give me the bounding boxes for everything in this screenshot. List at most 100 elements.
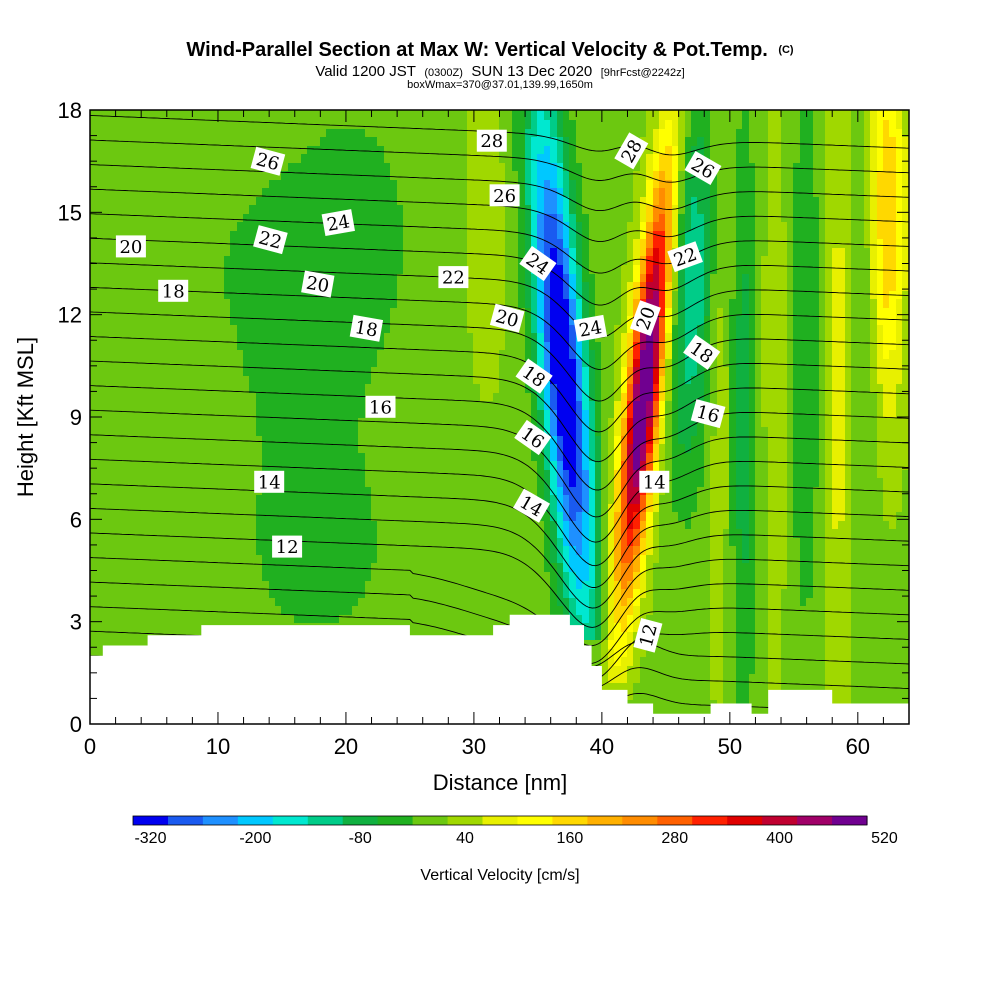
w-cell (230, 493, 239, 504)
w-cell (141, 519, 149, 529)
w-cell (422, 178, 431, 188)
w-cell (409, 178, 418, 188)
w-cell (173, 246, 181, 256)
w-cell (390, 237, 399, 248)
w-cell (90, 195, 98, 205)
w-cell (90, 110, 98, 120)
w-cell (358, 144, 367, 154)
w-cell (499, 544, 507, 555)
w-cell (473, 553, 482, 563)
w-cell (397, 203, 405, 214)
w-cell (377, 604, 386, 615)
w-cell (339, 144, 347, 154)
w-cell (525, 451, 533, 461)
w-cell (480, 365, 488, 376)
w-cell (141, 144, 149, 154)
w-cell (141, 604, 149, 615)
w-cell (128, 306, 136, 316)
w-cell (294, 553, 303, 563)
w-cell (480, 382, 488, 393)
w-cell (198, 468, 207, 478)
w-cell (121, 152, 130, 163)
w-cell (505, 272, 514, 282)
w-cell (141, 493, 149, 504)
w-cell (461, 468, 469, 478)
w-cell (435, 570, 443, 581)
w-cell (198, 357, 207, 367)
w-cell (294, 399, 303, 410)
w-cell (448, 374, 456, 384)
w-cell (512, 331, 520, 342)
w-cell (473, 493, 482, 504)
w-cell (185, 246, 194, 256)
w-cell (505, 178, 514, 188)
w-cell (230, 212, 239, 222)
w-cell (493, 357, 501, 367)
w-cell (166, 263, 175, 274)
w-cell (109, 365, 117, 376)
w-cell (358, 613, 367, 623)
w-cell (365, 289, 373, 299)
w-cell (435, 382, 443, 393)
w-cell (173, 451, 181, 461)
w-cell (409, 212, 418, 222)
w-cell (409, 254, 418, 265)
w-cell (435, 306, 443, 316)
w-cell (493, 476, 501, 487)
w-cell (416, 272, 424, 282)
w-cell (518, 348, 527, 359)
w-cell (461, 340, 469, 350)
w-cell (525, 579, 533, 589)
w-cell (435, 152, 443, 163)
w-cell (313, 306, 322, 316)
w-cell (230, 169, 239, 180)
w-cell (493, 399, 501, 410)
w-cell (141, 434, 149, 444)
w-cell (134, 280, 143, 291)
w-cell (307, 263, 315, 274)
w-cell (192, 348, 200, 359)
w-cell (365, 135, 373, 146)
w-cell (128, 544, 136, 555)
w-cell (365, 502, 373, 512)
w-cell (262, 280, 271, 291)
w-cell (397, 127, 405, 137)
w-cell (275, 306, 283, 316)
w-cell (205, 254, 213, 265)
w-cell (448, 519, 456, 529)
w-cell (237, 561, 245, 572)
w-cell (448, 459, 456, 470)
w-cell (185, 280, 194, 291)
w-cell (313, 161, 322, 171)
w-cell (441, 289, 450, 299)
w-cell (352, 110, 360, 120)
w-cell (499, 246, 507, 256)
w-cell (211, 246, 219, 256)
w-cell (416, 118, 424, 129)
w-cell (390, 348, 399, 359)
w-cell (429, 229, 437, 239)
w-cell (403, 382, 411, 393)
w-cell (96, 272, 104, 282)
w-cell (505, 561, 514, 572)
w-cell (269, 408, 277, 418)
w-cell (313, 587, 322, 598)
w-cell (345, 408, 354, 418)
w-cell (467, 408, 475, 418)
w-cell (121, 144, 130, 154)
w-cell (454, 417, 463, 427)
w-cell (160, 536, 168, 546)
w-cell (454, 220, 463, 231)
w-cell (499, 118, 507, 129)
w-cell (256, 357, 264, 367)
w-cell (185, 399, 194, 410)
w-cell (384, 442, 392, 453)
w-cell (166, 451, 175, 461)
w-cell (147, 357, 155, 367)
w-cell (358, 408, 367, 418)
w-cell (371, 510, 379, 521)
w-cell (224, 544, 232, 555)
w-cell (326, 544, 335, 555)
w-cell (416, 553, 424, 563)
w-cell (249, 323, 258, 333)
